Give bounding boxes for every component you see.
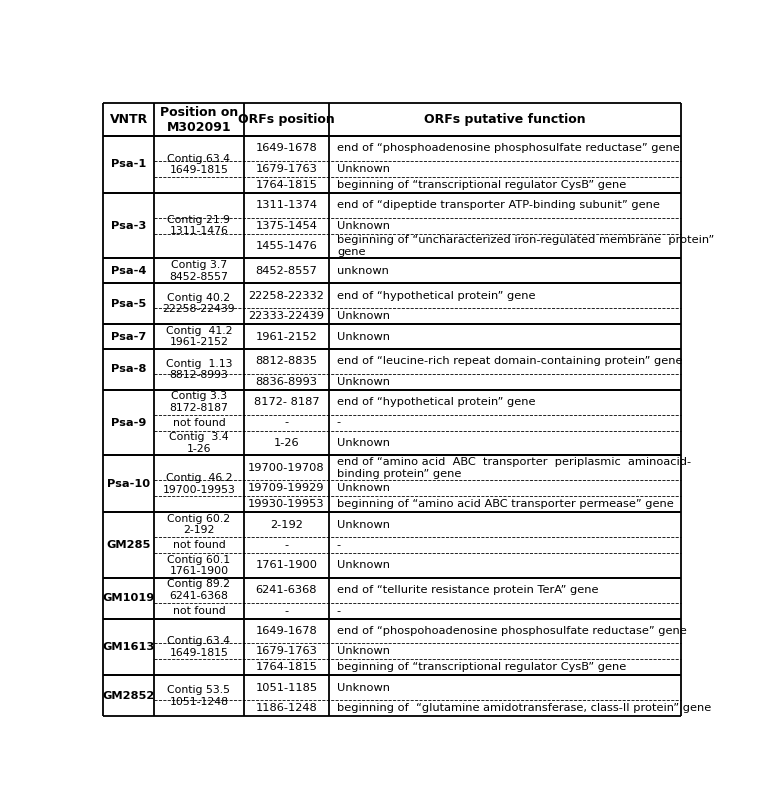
Text: end of “phospohoadenosine phosphosulfate reductase” gene: end of “phospohoadenosine phosphosulfate… <box>337 626 687 636</box>
Text: 1649-1678: 1649-1678 <box>256 143 317 153</box>
Text: beginning of  “glutamine amidotransferase, class-II protein” gene: beginning of “glutamine amidotransferase… <box>337 703 711 714</box>
Text: 19930-19953: 19930-19953 <box>248 499 325 509</box>
Text: Contig 3.3
8172-8187: Contig 3.3 8172-8187 <box>169 391 228 413</box>
Text: -: - <box>337 418 341 428</box>
Text: Contig 53.5
1051-1248: Contig 53.5 1051-1248 <box>167 685 230 706</box>
Text: 19709-19929: 19709-19929 <box>248 484 325 493</box>
Text: -: - <box>337 606 341 616</box>
Text: 19700-19708: 19700-19708 <box>248 463 325 473</box>
Text: GM1613: GM1613 <box>102 642 155 652</box>
Text: 6241-6368: 6241-6368 <box>256 586 317 595</box>
Text: Psa-9: Psa-9 <box>111 418 146 428</box>
Text: Unknown: Unknown <box>337 331 390 342</box>
Text: 1311-1374: 1311-1374 <box>256 200 317 211</box>
Text: Psa-5: Psa-5 <box>111 299 146 309</box>
Text: Position on
M302091: Position on M302091 <box>159 105 238 134</box>
Text: VNTR: VNTR <box>110 113 148 126</box>
Text: Contig 63.4
1649-1815: Contig 63.4 1649-1815 <box>167 636 230 658</box>
Text: ORFs position: ORFs position <box>238 113 335 126</box>
Text: -: - <box>285 540 288 550</box>
Text: -: - <box>337 540 341 550</box>
Text: Contig  46.2
19700-19953: Contig 46.2 19700-19953 <box>163 473 236 495</box>
Text: -: - <box>285 418 288 428</box>
Text: Unknown: Unknown <box>337 683 390 693</box>
Text: beginning of “transcriptional regulator CysB” gene: beginning of “transcriptional regulator … <box>337 663 626 672</box>
Text: 1679-1763: 1679-1763 <box>256 646 317 656</box>
Text: not found: not found <box>172 606 225 616</box>
Text: end of “dipeptide transporter ATP-binding subunit” gene: end of “dipeptide transporter ATP-bindin… <box>337 200 660 211</box>
Text: Psa-3: Psa-3 <box>111 220 146 231</box>
Text: 1375-1454: 1375-1454 <box>256 220 317 231</box>
Text: Contig 89.2
6241-6368: Contig 89.2 6241-6368 <box>167 579 230 601</box>
Text: Psa-10: Psa-10 <box>107 479 150 488</box>
Text: end of “leucine-rich repeat domain-containing protein” gene: end of “leucine-rich repeat domain-conta… <box>337 356 682 366</box>
Text: end of “hypothetical protein” gene: end of “hypothetical protein” gene <box>337 397 536 407</box>
Text: Psa-7: Psa-7 <box>111 331 146 342</box>
Text: Unknown: Unknown <box>337 519 390 530</box>
Text: Unknown: Unknown <box>337 311 390 321</box>
Text: 1961-2152: 1961-2152 <box>256 331 317 342</box>
Text: GM1019: GM1019 <box>102 593 155 603</box>
Text: end of “amino acid  ABC  transporter  periplasmic  aminoacid-
binding protein” g: end of “amino acid ABC transporter perip… <box>337 457 691 479</box>
Text: 8812-8835: 8812-8835 <box>256 356 317 366</box>
Text: 1455-1476: 1455-1476 <box>256 241 317 251</box>
Text: Unknown: Unknown <box>337 164 390 174</box>
Text: 8172- 8187: 8172- 8187 <box>253 397 319 407</box>
Text: Psa-1: Psa-1 <box>111 160 146 169</box>
Text: Unknown: Unknown <box>337 220 390 231</box>
Text: beginning of “uncharacterized iron-regulated membrane  protein”
gene: beginning of “uncharacterized iron-regul… <box>337 235 714 257</box>
Text: Unknown: Unknown <box>337 438 390 448</box>
Text: GM2852: GM2852 <box>102 691 155 701</box>
Text: 1679-1763: 1679-1763 <box>256 164 317 174</box>
Text: 22258-22332: 22258-22332 <box>249 291 324 301</box>
Text: 22333-22439: 22333-22439 <box>249 311 324 321</box>
Text: unknown: unknown <box>337 266 389 276</box>
Text: end of “phosphoadenosine phosphosulfate reductase” gene: end of “phosphoadenosine phosphosulfate … <box>337 143 680 153</box>
Text: Contig  1.13
8812-8993: Contig 1.13 8812-8993 <box>166 359 232 380</box>
Text: end of “tellurite resistance protein TerA” gene: end of “tellurite resistance protein Ter… <box>337 586 598 595</box>
Text: beginning of “transcriptional regulator CysB” gene: beginning of “transcriptional regulator … <box>337 180 626 190</box>
Text: Contig 3.7
8452-8557: Contig 3.7 8452-8557 <box>169 260 228 282</box>
Text: Psa-4: Psa-4 <box>111 266 146 276</box>
Text: Contig  41.2
1961-2152: Contig 41.2 1961-2152 <box>166 326 232 347</box>
Text: not found: not found <box>172 540 225 550</box>
Text: Contig 60.1
1761-1900: Contig 60.1 1761-1900 <box>167 555 230 576</box>
Text: Contig 60.2
2-192: Contig 60.2 2-192 <box>167 514 230 535</box>
Text: Contig 40.2
22258-22439: Contig 40.2 22258-22439 <box>163 293 235 314</box>
Text: beginning of “amino acid ABC transporter permease” gene: beginning of “amino acid ABC transporter… <box>337 499 674 509</box>
Text: 8836-8993: 8836-8993 <box>256 377 317 386</box>
Text: 1186-1248: 1186-1248 <box>256 703 317 714</box>
Text: end of “hypothetical protein” gene: end of “hypothetical protein” gene <box>337 291 536 301</box>
Text: Contig 21.9
1311-1476: Contig 21.9 1311-1476 <box>167 215 230 237</box>
Text: Psa-8: Psa-8 <box>111 364 146 374</box>
Text: 1761-1900: 1761-1900 <box>256 561 317 570</box>
Text: 1764-1815: 1764-1815 <box>256 180 317 190</box>
Text: Unknown: Unknown <box>337 646 390 656</box>
Text: 1649-1678: 1649-1678 <box>256 626 317 636</box>
Text: Unknown: Unknown <box>337 484 390 493</box>
Text: Contig 63.4
1649-1815: Contig 63.4 1649-1815 <box>167 154 230 175</box>
Text: 1-26: 1-26 <box>274 438 299 448</box>
Text: 1764-1815: 1764-1815 <box>256 663 317 672</box>
Text: Contig  3.4
1-26: Contig 3.4 1-26 <box>169 433 229 454</box>
Text: Unknown: Unknown <box>337 561 390 570</box>
Text: not found: not found <box>172 418 225 428</box>
Text: -: - <box>285 606 288 616</box>
Text: Unknown: Unknown <box>337 377 390 386</box>
Text: GM285: GM285 <box>107 540 151 550</box>
Text: 2-192: 2-192 <box>270 519 303 530</box>
Text: 8452-8557: 8452-8557 <box>256 266 317 276</box>
Text: 1051-1185: 1051-1185 <box>256 683 317 693</box>
Text: ORFs putative function: ORFs putative function <box>424 113 586 126</box>
